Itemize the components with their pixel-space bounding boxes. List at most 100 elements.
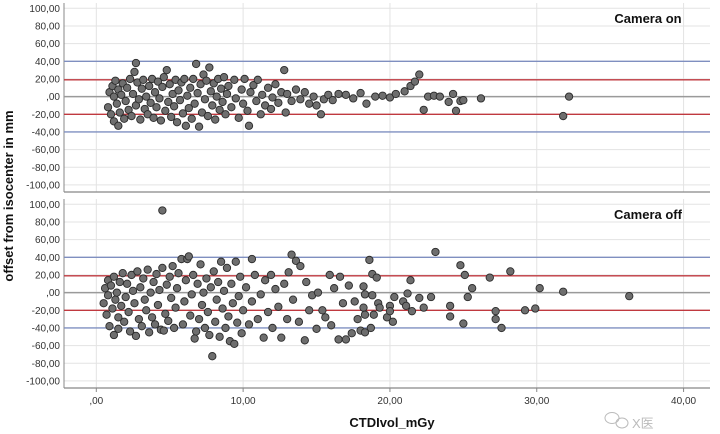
data-point: [142, 92, 151, 101]
data-point: [520, 306, 530, 315]
data-point: [180, 74, 189, 84]
data-point: [328, 95, 337, 105]
y-tick-label: 80,00: [35, 21, 60, 32]
data-point: [222, 89, 232, 99]
data-point: [191, 59, 201, 69]
data-point: [181, 276, 191, 285]
data-point: [143, 265, 152, 274]
data-point: [152, 103, 161, 112]
data-point: [146, 98, 155, 107]
data-point: [164, 316, 173, 326]
panel-camera-off: 100,00 80,00 60,00 40,00 20,00 ,00 -20,00 -40,0…: [26, 199, 710, 389]
data-point: [121, 96, 130, 106]
data-point: [134, 95, 144, 104]
data-point: [559, 287, 568, 296]
data-point: [344, 281, 353, 290]
data-point: [212, 92, 221, 101]
data-point: [468, 284, 477, 293]
data-point: [115, 108, 124, 117]
data-point: [233, 318, 242, 327]
data-point: [105, 322, 114, 331]
data-point: [419, 105, 428, 115]
data-point: [191, 327, 201, 336]
watermark: X医: [604, 412, 654, 431]
data-point: [111, 295, 120, 304]
data-point: [145, 81, 154, 91]
data-point: [459, 95, 468, 105]
data-point: [234, 113, 243, 122]
data-point: [205, 330, 214, 340]
data-point: [324, 90, 333, 100]
data-point: [208, 352, 217, 361]
data-point: [238, 99, 248, 108]
data-point: [142, 306, 151, 315]
data-point: [121, 292, 130, 302]
data-point: [313, 288, 323, 297]
data-point: [300, 336, 309, 345]
data-point: [491, 307, 500, 316]
data-point: [118, 269, 127, 278]
data-point: [169, 102, 179, 111]
data-point: [109, 330, 119, 340]
data-point: [401, 301, 411, 311]
data-point: [625, 291, 634, 301]
data-point: [216, 84, 226, 93]
data-point: [329, 284, 339, 293]
data-point: [152, 269, 161, 279]
data-point: [171, 303, 180, 312]
data-point: [164, 97, 173, 107]
data-point: [122, 83, 132, 92]
data-point: [216, 257, 226, 266]
panel-title: Camera off: [614, 207, 683, 222]
data-point: [460, 270, 469, 280]
data-point: [139, 75, 148, 84]
y-tick-label: -60,00: [32, 145, 61, 156]
data-point: [224, 312, 233, 321]
data-point: [158, 82, 167, 92]
data-point: [280, 279, 289, 288]
data-point: [174, 86, 183, 95]
data-point: [114, 121, 123, 130]
data-point: [227, 279, 236, 288]
y-tick-label: -100,00: [26, 376, 60, 387]
x-tick-label: 20,00: [377, 396, 402, 407]
data-point: [259, 333, 268, 342]
chart-panels: 100,00 80,00 60,00 40,00 20,00 ,00 -20,00 -40,0…: [26, 3, 710, 389]
data-point: [184, 252, 193, 261]
data-point: [102, 310, 111, 319]
data-point: [284, 268, 293, 277]
data-point: [112, 288, 122, 297]
data-point: [131, 58, 141, 68]
data-point: [130, 299, 139, 308]
data-point: [302, 277, 311, 287]
data-point: [174, 269, 183, 278]
y-tick-label: 60,00: [35, 235, 60, 246]
data-point: [305, 99, 314, 108]
y-tick-label: 20,00: [35, 270, 60, 281]
data-point: [271, 284, 280, 294]
data-point: [283, 314, 292, 324]
data-point: [106, 110, 116, 119]
data-point: [256, 110, 265, 119]
data-point: [161, 309, 170, 318]
data-point: [215, 105, 224, 115]
data-point: [150, 88, 160, 97]
data-point: [187, 114, 196, 123]
data-point: [316, 110, 326, 119]
data-point: [236, 272, 245, 281]
data-point: [190, 99, 199, 108]
data-point: [137, 322, 146, 331]
data-point: [106, 281, 116, 290]
data-point: [253, 314, 262, 324]
data-point: [459, 319, 468, 328]
data-point: [153, 77, 163, 86]
y-tick-label: -80,00: [32, 359, 61, 370]
data-point: [372, 273, 381, 282]
data-point: [99, 299, 108, 308]
data-point: [109, 272, 119, 281]
data-point: [385, 307, 395, 316]
x-tick-label: 40,00: [671, 396, 696, 407]
data-point: [165, 80, 174, 89]
data-point: [347, 329, 356, 338]
data-point: [103, 103, 113, 112]
